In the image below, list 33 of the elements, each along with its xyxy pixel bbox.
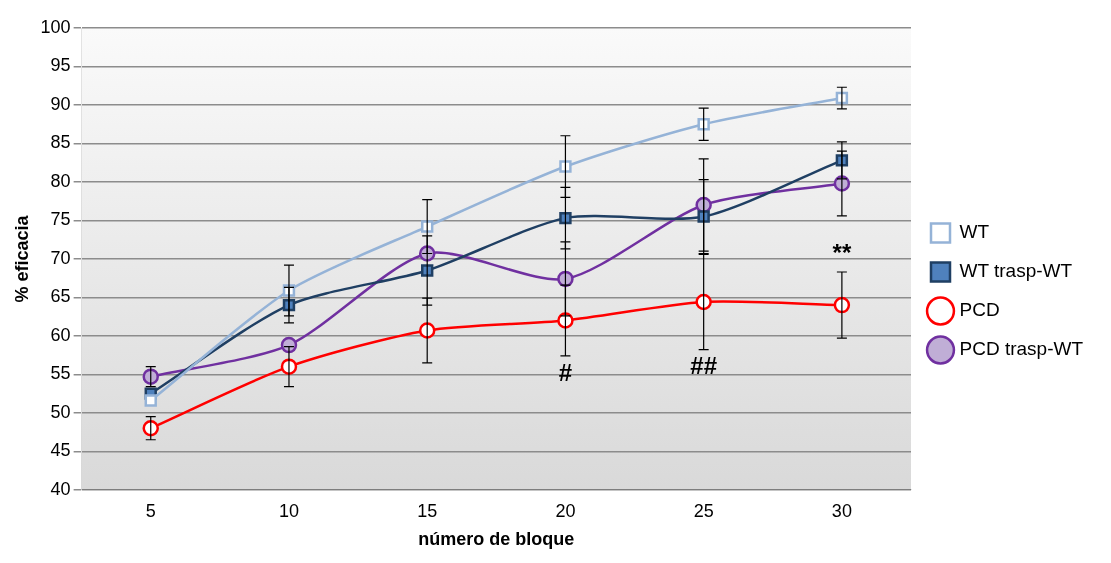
- point: [142, 419, 159, 437]
- y-axis-title: % eficacia: [11, 214, 32, 303]
- y-tick-label: 55: [50, 363, 71, 384]
- point: [418, 322, 436, 339]
- x-tick-label: 30: [831, 500, 852, 521]
- annotation: ##: [690, 352, 718, 380]
- y-tick-label: 60: [50, 324, 71, 345]
- y-tick-label: 40: [50, 478, 71, 499]
- legend-label: WT trasp-WT: [959, 260, 1073, 282]
- y-tick-label: 70: [50, 247, 71, 268]
- point: [695, 293, 712, 311]
- x-tick-label: 15: [417, 500, 438, 521]
- x-tick-label: 20: [555, 500, 576, 521]
- y-tick-label: 100: [40, 16, 71, 37]
- y-tick-label: 85: [50, 132, 71, 153]
- x-tick-label: 5: [145, 500, 156, 521]
- x-axis-title: número de bloque: [418, 529, 575, 550]
- y-tick-label: 80: [50, 170, 71, 191]
- y-tick-label: 95: [50, 55, 71, 76]
- annotation: #: [558, 358, 573, 386]
- y-tick-label: 65: [50, 286, 71, 307]
- legend-label: PCD trasp-WT: [959, 338, 1084, 360]
- point: [697, 118, 710, 131]
- y-tick-label: 75: [50, 209, 71, 230]
- x-tick-label: 10: [278, 500, 299, 521]
- x-tick-label: 25: [693, 500, 714, 521]
- point: [144, 394, 157, 407]
- annotation: **: [832, 238, 852, 266]
- y-tick-label: 45: [50, 440, 71, 461]
- legend-label: WT: [959, 221, 990, 243]
- y-tick-label: 90: [50, 93, 71, 114]
- y-tick-label: 50: [50, 401, 71, 422]
- legend-label: PCD: [959, 299, 1000, 321]
